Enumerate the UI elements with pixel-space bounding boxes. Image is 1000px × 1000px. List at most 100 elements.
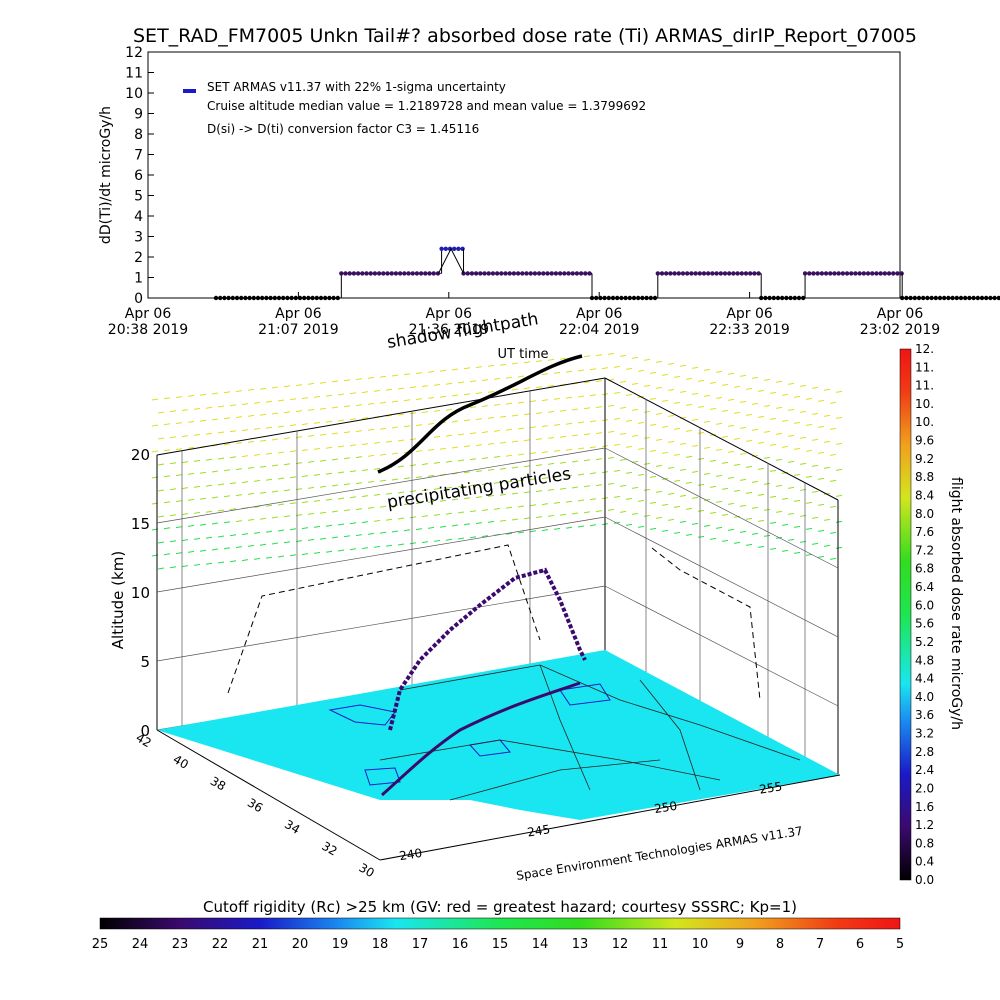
- dose-colorbar-tick: 12.: [915, 342, 934, 356]
- particle-dash: [547, 436, 555, 439]
- particle-dash: [505, 480, 513, 483]
- dose-colorbar-tick: 2.0: [915, 781, 934, 795]
- particle-dash: [289, 450, 297, 453]
- particle-dash: [241, 429, 249, 432]
- data-point: [503, 271, 508, 276]
- particle-dash: [235, 442, 243, 445]
- particle-dash: [649, 371, 657, 374]
- particle-dash: [367, 402, 375, 405]
- particle-dash: [697, 431, 705, 434]
- particle-dash: [823, 414, 831, 417]
- x-tick-date: Apr 06: [576, 306, 623, 322]
- particle-dash: [163, 423, 171, 426]
- particle-dash: [319, 459, 327, 462]
- particle-dash: [631, 434, 639, 437]
- particle-dash: [205, 432, 213, 435]
- particle-dash: [511, 440, 519, 443]
- data-point: [775, 295, 781, 301]
- particle-dash: [583, 433, 591, 436]
- particle-dash: [391, 452, 399, 455]
- particle-dash: [343, 431, 351, 434]
- data-point: [280, 295, 286, 301]
- particle-dash: [397, 465, 405, 468]
- particle-dash: [283, 463, 291, 466]
- particle-dash: [607, 456, 615, 459]
- particle-dash: [763, 508, 771, 511]
- data-point: [247, 295, 252, 301]
- particle-dash: [679, 494, 687, 497]
- particle-dash: [379, 401, 387, 404]
- data-point: [339, 271, 344, 276]
- particle-dash: [655, 386, 663, 389]
- data-point: [360, 271, 365, 276]
- particle-dash: [319, 511, 327, 514]
- particle-dash: [475, 418, 483, 421]
- longitude-axis: [379, 774, 841, 861]
- data-point: [996, 295, 1000, 301]
- particle-dash: [817, 399, 825, 402]
- particle-dash: [745, 387, 753, 390]
- data-point: [731, 271, 736, 276]
- particle-dash: [655, 490, 663, 493]
- particle-dash: [451, 394, 459, 397]
- particle-dash: [211, 522, 219, 525]
- data-point: [566, 271, 571, 276]
- particle-dash: [463, 445, 471, 448]
- particle-dash: [805, 423, 813, 426]
- particle-dash: [721, 461, 729, 464]
- data-point: [460, 246, 465, 251]
- particle-dash: [403, 373, 411, 376]
- particle-dash: [277, 425, 285, 428]
- particle-dash: [721, 409, 729, 412]
- particle-dash: [637, 447, 645, 450]
- particle-dash: [319, 537, 327, 540]
- data-point: [335, 295, 340, 301]
- data-point: [874, 271, 879, 276]
- data-point: [443, 246, 448, 251]
- particle-dash: [241, 559, 249, 562]
- particle-dash: [421, 385, 429, 388]
- particle-dash: [745, 491, 753, 494]
- particle-dash: [547, 488, 555, 491]
- data-point: [217, 295, 223, 301]
- particle-dash: [391, 530, 399, 533]
- particle-dash: [703, 472, 711, 475]
- data-point: [314, 295, 319, 301]
- particle-dash: [415, 476, 423, 479]
- particle-dash: [553, 475, 561, 478]
- cutoff-colorbar-tick: 23: [172, 937, 189, 952]
- particle-dash: [181, 461, 189, 464]
- data-point: [992, 295, 997, 301]
- particle-dash: [247, 466, 255, 469]
- particle-dash: [625, 367, 633, 370]
- particle-dash: [535, 386, 543, 389]
- particle-dash: [481, 379, 489, 382]
- particle-dash: [307, 538, 315, 541]
- particle-dash: [193, 537, 201, 540]
- particle-dash: [655, 360, 663, 363]
- particle-dash: [811, 464, 819, 467]
- particle-dash: [835, 468, 843, 471]
- particle-dash: [235, 494, 243, 497]
- particle-dash: [451, 472, 459, 475]
- particle-dash: [415, 450, 423, 453]
- particle-dash: [745, 413, 753, 416]
- data-point: [908, 295, 913, 301]
- particle-dash: [385, 492, 393, 495]
- particle-dash: [229, 430, 237, 433]
- data-point: [857, 271, 862, 276]
- particle-dash: [673, 427, 681, 430]
- particle-dash: [349, 470, 357, 473]
- cutoff-colorbar-ticks: 25 24 23 22 21 20 19 18 17 16 15 14 13 12 11 10 9 8 7 6 5: [92, 937, 904, 952]
- data-point: [788, 295, 793, 301]
- particle-dash: [481, 483, 489, 486]
- particle-dash: [283, 515, 291, 518]
- particle-dash: [349, 522, 357, 525]
- particle-dash: [475, 496, 483, 499]
- x-tick-time: 22:04 2019: [559, 322, 639, 338]
- data-point: [697, 271, 702, 276]
- particle-dash: [523, 491, 531, 494]
- data-point: [648, 295, 653, 301]
- data-point: [929, 295, 934, 301]
